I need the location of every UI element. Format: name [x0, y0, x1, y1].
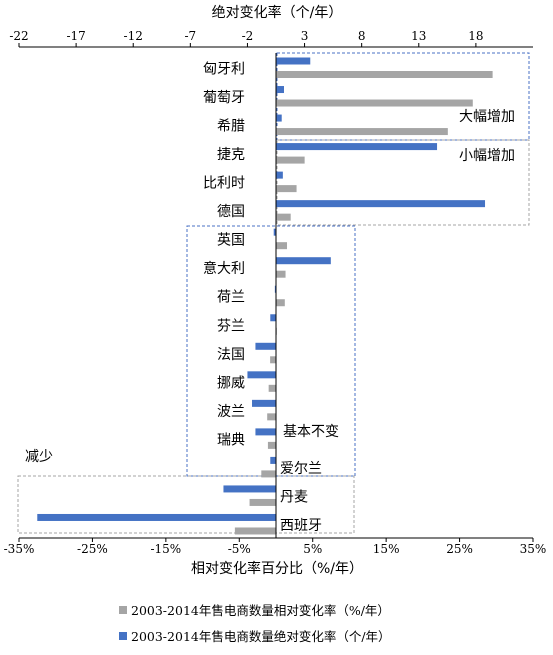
bottom-tick-label: -15%: [150, 542, 181, 556]
bottom-tick-label: 35%: [520, 542, 547, 556]
bottom-tick-label: -25%: [77, 542, 108, 556]
group-label-unchanged: 基本不变: [283, 423, 339, 440]
bar-relative-10: [270, 356, 276, 364]
bar-relative-7: [276, 270, 286, 278]
bar-absolute-9: [270, 314, 276, 322]
bar-absolute-13: [255, 428, 276, 436]
category-label: 捷克: [217, 147, 245, 163]
category-label: 爱尔兰: [280, 461, 322, 477]
top-tick-label: -2: [242, 29, 254, 43]
bar-absolute-10: [255, 342, 276, 350]
top-axis-title: 绝对变化率（个/年）: [212, 4, 343, 21]
category-label: 法国: [217, 347, 245, 363]
category-label: 英国: [217, 232, 245, 249]
top-tick-label: 13: [411, 29, 426, 43]
category-label: 荷兰: [217, 290, 245, 306]
bar-relative-13: [267, 441, 276, 449]
top-tick-label: -17: [66, 29, 85, 43]
bar-relative-0: [276, 71, 493, 78]
bar-absolute-16: [37, 513, 276, 521]
bar-relative-3: [276, 156, 305, 164]
legend-swatch: [119, 632, 127, 640]
bar-relative-8: [276, 299, 285, 307]
group-box-large-increase: [276, 52, 530, 141]
category-label: 芬兰: [217, 318, 245, 334]
bar-absolute-3: [276, 143, 438, 151]
bar-relative-12: [267, 413, 276, 421]
bar-absolute-11: [247, 371, 276, 379]
bar-absolute-7: [276, 257, 331, 265]
bar-relative-5: [276, 213, 291, 221]
bar-relative-1: [276, 99, 473, 107]
bottom-tick-label: -5%: [228, 542, 251, 556]
bottom-axis-title: 相对变化率百分比（%/年）: [191, 560, 363, 577]
top-tick-label: -7: [184, 29, 196, 43]
top-tick-label: 18: [468, 29, 483, 43]
category-label: 葡萄牙: [203, 90, 245, 106]
bottom-tick-label: 15%: [373, 542, 400, 556]
bottom-tick-label: 5%: [303, 542, 322, 556]
bar-absolute-1: [276, 86, 284, 94]
bottom-tick-label: 25%: [446, 542, 473, 556]
category-label: 挪威: [217, 375, 245, 391]
category-label: 希腊: [217, 119, 245, 135]
legend-swatch: [119, 606, 127, 614]
category-label: 比利时: [203, 176, 245, 192]
top-tick-label: -22: [9, 29, 28, 43]
bar-relative-11: [268, 384, 276, 392]
bar-absolute-12: [252, 399, 276, 407]
bar-relative-2: [276, 128, 448, 136]
bar-absolute-5: [276, 200, 486, 208]
top-tick-label: -12: [124, 29, 143, 43]
bar-absolute-8: [274, 285, 276, 293]
category-label: 瑞典: [217, 432, 245, 448]
bar-relative-6: [276, 242, 288, 250]
bar-absolute-14: [270, 456, 276, 464]
category-label: 德国: [217, 204, 245, 220]
bar-absolute-4: [276, 171, 283, 179]
bar-relative-4: [276, 185, 297, 193]
category-label: 意大利: [203, 260, 245, 277]
group-label-decrease: 减少: [25, 449, 53, 465]
group-label-large-increase: 大幅增加: [459, 109, 515, 125]
category-label: 丹麦: [280, 489, 308, 505]
bar-relative-15: [249, 498, 276, 506]
group-box-decrease: [17, 475, 355, 534]
category-label: 西班牙: [280, 518, 322, 534]
bar-absolute-6: [273, 228, 276, 236]
axes: 匈牙利葡萄牙希腊捷克比利时德国英国意大利荷兰芬兰法国挪威波兰瑞典爱尔兰丹麦西班牙…: [4, 29, 547, 556]
top-tick-label: 8: [358, 29, 366, 43]
category-label: 波兰: [217, 404, 245, 420]
top-tick-label: 3: [301, 29, 309, 43]
bar-absolute-0: [276, 57, 311, 65]
bottom-tick-label: -35%: [4, 542, 35, 556]
legend-label: 2003-2014年售电商数量相对变化率（%/年）: [131, 603, 390, 618]
bar-relative-14: [261, 470, 276, 478]
bar-relative-16: [234, 527, 276, 535]
group-label-small-increase: 小幅增加: [459, 148, 515, 164]
bar-absolute-2: [276, 114, 282, 122]
bar-absolute-15: [223, 485, 276, 493]
legend: 2003-2014年售电商数量相对变化率（%/年） 2003-2014年售电商数量…: [119, 603, 391, 644]
group-box-small-increase: [276, 139, 530, 226]
legend-label: 2003-2014年售电商数量绝对变化率（个/年）: [131, 629, 391, 644]
bar-marks: [37, 57, 493, 535]
category-label: 匈牙利: [203, 62, 245, 78]
